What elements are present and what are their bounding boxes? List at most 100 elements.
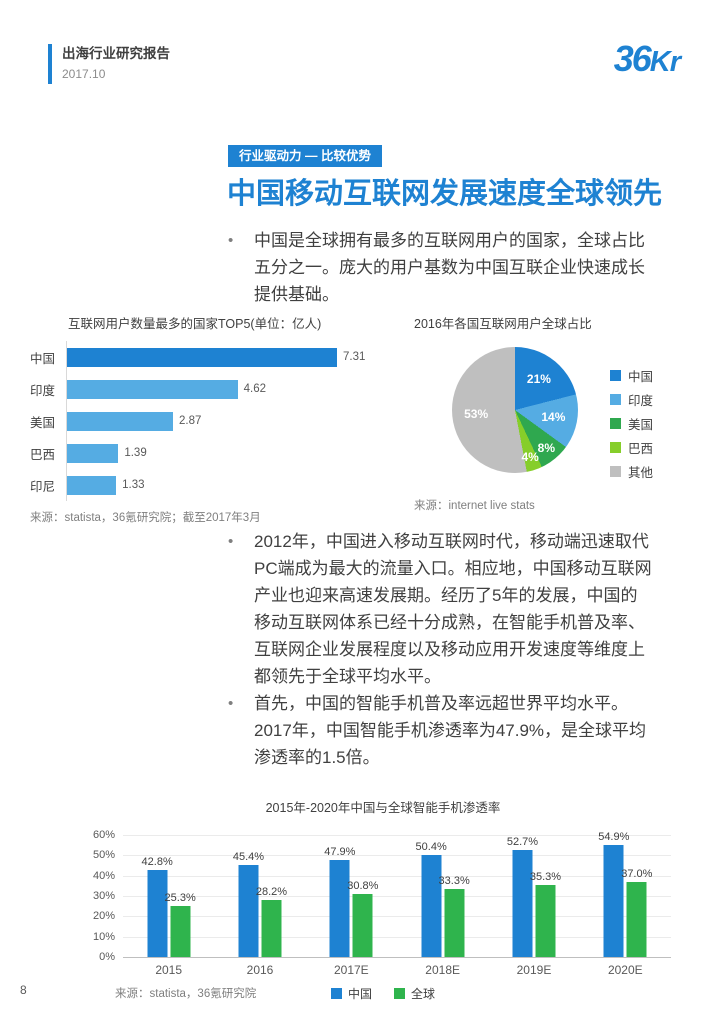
bullet-list-mobile: • 2012年，中国进入移动互联网时代，移动端迅速取代PC端成为最大的流量入口。… [228,528,652,771]
legend-swatch [330,988,342,999]
bar [67,347,337,367]
bar-value-label: 54.9% [598,831,630,844]
bar-zone: 1.33 [66,469,404,501]
bar-pair: 50.4% 33.3% [416,841,470,957]
bar-value-label: 1.39 [124,447,147,459]
bar-group: 45.4% 28.2% [214,835,305,957]
bar-zone: 7.31 [66,341,404,373]
legend-label: 印度 [628,393,654,408]
legend-swatch [610,393,621,405]
legend-swatch [610,417,621,429]
bar: 47.9% [324,846,355,957]
legend-item: 全球 [394,985,435,1002]
header-text: 出海行业研究报告 2017.10 [62,44,170,84]
gridline [123,855,671,857]
x-axis-label: 2020E [607,963,643,977]
bullet-text: 中国是全球拥有最多的互联网用户的国家，全球占比五分之一。庞大的用户基数为中国互联… [254,231,645,304]
report-date: 2017.10 [62,67,106,81]
x-axis-label: 2015 [155,963,183,977]
legend-item: 巴西 [610,435,653,459]
legend-swatch [610,441,621,453]
bar-value-label: 25.3% [164,891,196,904]
bullet-item: • 中国是全球拥有最多的互联网用户的国家，全球占比五分之一。庞大的用户基数为中国… [228,227,652,308]
bar-value-label: 2.87 [179,415,202,427]
gridline [123,835,671,836]
bullet-dot: • [228,232,234,249]
bar-group: 47.9% 30.8% [306,835,397,957]
y-axis-label: 40% [92,869,115,882]
bar-pair: 42.8% 25.3% [142,856,196,957]
bar-row: 中国 7.31 [30,341,404,373]
y-axis-label: 10% [92,930,115,943]
header-accent-bar [48,44,52,84]
legend-label: 其他 [628,465,654,480]
pie-slice-label: 8% [537,440,555,455]
bar-category-label: 印尼 [30,479,56,494]
pie: 21% 14% 8% 4% 53% [452,347,578,473]
gridline [123,875,671,877]
bar [67,443,119,463]
bar-value-label: 33.3% [438,875,470,888]
bar-row: 巴西 1.39 [30,437,404,469]
bar-zone: 1.39 [66,437,404,469]
legend-swatch [610,465,621,477]
page-title: 中国移动互联网发展速度全球领先 [227,178,663,210]
bar-row: 印尼 1.33 [30,469,404,501]
bar-value-label: 4.62 [243,383,267,395]
logo-36-text: 36 [613,38,652,79]
legend-swatch [394,988,405,999]
y-axis-label: 0% [99,951,115,963]
page-number: 8 [20,983,27,997]
bar-value-label: 42.8% [141,855,173,868]
bullet-item: • 2012年，中国进入移动互联网时代，移动端迅速取代PC端成为最大的流量入口。… [228,528,652,690]
bar [67,411,173,431]
internet-users-pie-chart: 2016年各国互联网用户全球占比 21% 14% 8% 4% 53% 中国 印度 美国 巴西其… [408,313,708,517]
bar-value-label: 35.3% [529,871,562,884]
bar-value-label: 52.7% [506,835,539,848]
smartphone-chart-title: 2015年-2020年中国与全球智能手机渗透率 [265,801,501,815]
bar: 25.3% [165,892,196,957]
bullet-list-intro: • 中国是全球拥有最多的互联网用户的国家，全球占比五分之一。庞大的用户基数为中国… [228,227,652,308]
x-axis-label: 2018E [425,963,460,977]
y-axis-label: 60% [92,829,115,841]
bar: 54.9% [598,831,629,957]
legend-label: 全球 [411,987,436,1001]
legend-swatch [610,369,621,381]
legend-item: 印度 [610,387,653,411]
pie-slice-label: 21% [526,372,551,387]
bar-value-label: 45.4% [232,850,265,863]
gridline [123,896,671,897]
bar-category-label: 印度 [30,383,56,398]
36kr-logo: 36Kr [613,38,681,80]
legend-item: 其他 [610,459,653,483]
bar-category-label: 中国 [30,351,56,366]
bar-zone: 2.87 [66,405,404,437]
pie-legend: 中国 印度 美国 巴西 其他 [610,363,653,483]
legend-item: 中国 [330,985,372,1002]
bar-group: 54.9% 37.0% [580,831,671,957]
smartphone-plot: 0% 10% 20% 30% 40% 50% 60% 42.8% 25.3% 45.4% 28.2%… [93,829,671,963]
bar-group: 42.8% 25.3% [123,835,214,957]
bar-pair: 52.7% 35.3% [507,836,561,957]
top5-chart-source: 来源：statista，36氪研究院；截至2017年3月 [30,512,261,524]
y-axis-label: 50% [92,849,115,862]
bar-pair: 45.4% 28.2% [233,851,287,957]
gridline [123,936,671,938]
bar-value-label: 37.0% [621,867,653,880]
bar: 50.4% [416,841,447,957]
bar: 45.4% [233,851,264,957]
smartphone-xlabels: 2015 2016 2017E 2018E 2019E 2020E [123,963,671,977]
bullet-dot: • [228,695,234,712]
report-title: 出海行业研究报告 [62,46,170,61]
bar: 52.7% [507,836,538,957]
x-axis-label: 2019E [516,963,552,977]
legend-item: 中国 [610,363,653,387]
bar-value-label: 28.2% [255,885,288,898]
bullet-text: 2012年，中国进入移动互联网时代，移动端迅速取代PC端成为最大的流量入口。相应… [254,532,652,686]
bar [67,379,238,399]
bar-row: 印度 4.62 [30,373,404,405]
legend-label: 中国 [347,987,372,1001]
bar: 42.8% [142,856,173,957]
pie-slice-label: 53% [464,406,489,421]
